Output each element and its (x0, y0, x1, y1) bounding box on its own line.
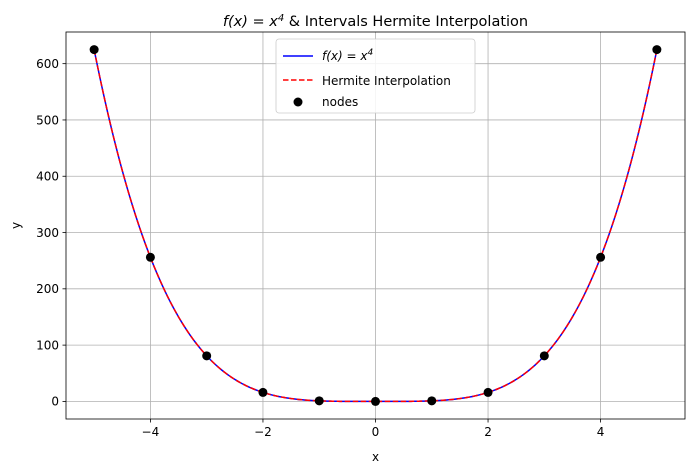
y-tick-label: 500 (36, 113, 59, 127)
x-tick-label: 0 (372, 425, 380, 439)
legend-label-hermite: Hermite Interpolation (322, 74, 451, 88)
legend-box (275, 38, 476, 114)
node-point (371, 396, 380, 406)
chart-title-suffix: & Intervals Hermite Interpolation (284, 14, 528, 30)
y-tick-label: 600 (36, 57, 59, 71)
x-axis-label: x (372, 450, 379, 464)
node-point (258, 387, 268, 397)
x-tick-label: 4 (597, 425, 605, 439)
x-tick-label: 2 (484, 425, 492, 439)
chart-title-exponent: 4 (278, 13, 284, 24)
legend-label-function-text: f(x) = x (322, 49, 368, 63)
legend-label-nodes: nodes (322, 95, 358, 109)
legend-label-function: f(x) = x4 (322, 48, 373, 63)
node-point (483, 387, 493, 397)
legend: f(x) = x4 Hermite Interpolation nodes (275, 38, 476, 114)
node-markers (89, 45, 662, 406)
y-tick-label: 400 (36, 170, 59, 184)
node-point (596, 252, 606, 262)
y-tick-label: 0 (51, 395, 59, 409)
node-point (652, 45, 662, 55)
legend-marker-nodes (293, 97, 303, 107)
legend-label-function-exponent: 4 (367, 48, 373, 58)
y-tick-label: 300 (36, 226, 59, 240)
y-tick-label: 100 (36, 338, 59, 352)
node-point (89, 45, 99, 55)
y-axis-label: y (9, 222, 23, 229)
node-point (314, 396, 324, 406)
axis-ticks: −4 −2 0 2 4 0 100 200 300 400 500 600 (36, 57, 604, 439)
hermite-interpolation-curve (93, 49, 658, 403)
node-point (427, 396, 437, 406)
node-point (145, 252, 155, 262)
x-tick-label: −2 (254, 425, 272, 439)
node-point (539, 351, 549, 361)
node-point (202, 351, 212, 361)
chart-title-formula: f(x) = x (223, 14, 278, 30)
x-tick-label: −4 (142, 425, 160, 439)
chart-title: f(x) = x4 & Intervals Hermite Interpolat… (223, 13, 528, 30)
y-tick-label: 200 (36, 282, 59, 296)
